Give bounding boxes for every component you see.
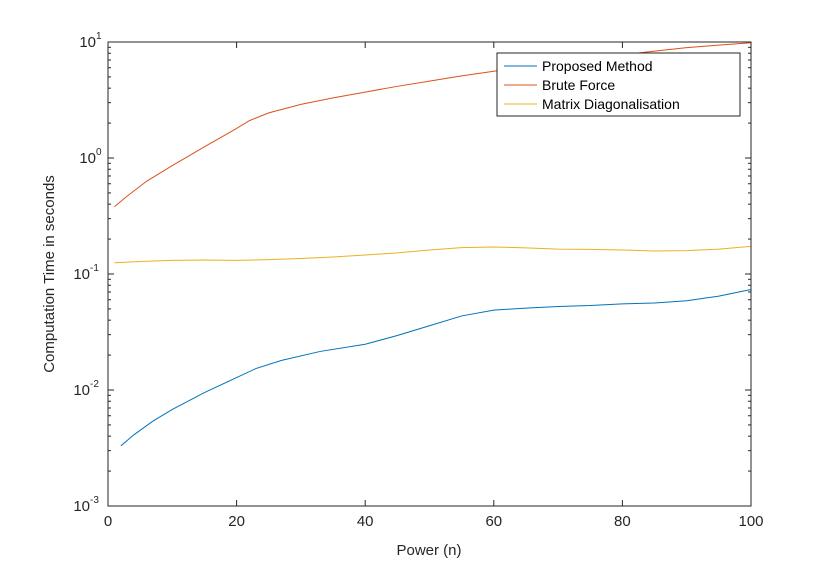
series-line-3 [114, 245, 752, 264]
legend: Proposed Method Brute Force Matrix Diagona… [496, 52, 741, 117]
x-tick-label: 0 [104, 513, 112, 530]
x-tick-label: 20 [228, 513, 245, 530]
y-tick-label-exp: -2 [90, 379, 99, 390]
y-tick-label-base: 10 [73, 266, 90, 283]
y-tick-label-base: 10 [73, 382, 90, 399]
legend-label: Matrix Diagonalisation [542, 96, 680, 112]
x-tick-label: 100 [738, 513, 763, 530]
y-tick-label-base: 10 [73, 498, 90, 515]
x-tick-label: 80 [614, 513, 631, 530]
series-line-1 [120, 289, 752, 447]
x-tick-label: 40 [357, 513, 374, 530]
y-tick-label-base: 10 [79, 34, 96, 51]
plot-area [108, 42, 751, 506]
y-tick-label-exp: 1 [96, 31, 102, 42]
legend-label: Proposed Method [542, 58, 653, 74]
y-axis-label: Computation Time in seconds [41, 175, 58, 373]
y-tick-label-exp: 0 [96, 147, 102, 158]
y-tick-label-exp: -1 [90, 263, 99, 274]
y-tick-label-base: 10 [79, 150, 96, 167]
x-tick-label: 60 [485, 513, 502, 530]
legend-box [496, 52, 741, 117]
y-tick-label-exp: -3 [90, 495, 99, 506]
x-axis-label: Power (n) [396, 542, 461, 559]
legend-label: Brute Force [542, 77, 615, 93]
